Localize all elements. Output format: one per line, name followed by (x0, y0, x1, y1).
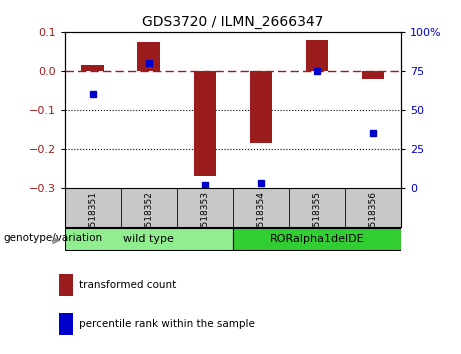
Text: GSM518356: GSM518356 (368, 191, 378, 246)
Text: transformed count: transformed count (79, 280, 176, 290)
Text: wild type: wild type (123, 234, 174, 244)
Bar (233, 228, 401, 250)
Bar (59, 313, 73, 335)
Title: GDS3720 / ILMN_2666347: GDS3720 / ILMN_2666347 (142, 16, 324, 29)
Bar (250, 71, 272, 143)
Text: GSM518352: GSM518352 (144, 191, 153, 246)
Text: GSM518351: GSM518351 (88, 191, 97, 246)
Text: genotype/variation: genotype/variation (3, 233, 102, 243)
Bar (65, 228, 233, 250)
Text: RORalpha1delDE: RORalpha1delDE (270, 234, 364, 244)
Text: percentile rank within the sample: percentile rank within the sample (79, 319, 255, 329)
Bar (59, 274, 73, 296)
Bar (82, 65, 104, 71)
Bar (306, 40, 328, 71)
Text: GSM518355: GSM518355 (313, 191, 321, 246)
Bar (137, 42, 160, 71)
Bar (194, 71, 216, 176)
Bar (362, 71, 384, 79)
Text: GSM518353: GSM518353 (200, 191, 209, 246)
Text: GSM518354: GSM518354 (256, 191, 266, 246)
